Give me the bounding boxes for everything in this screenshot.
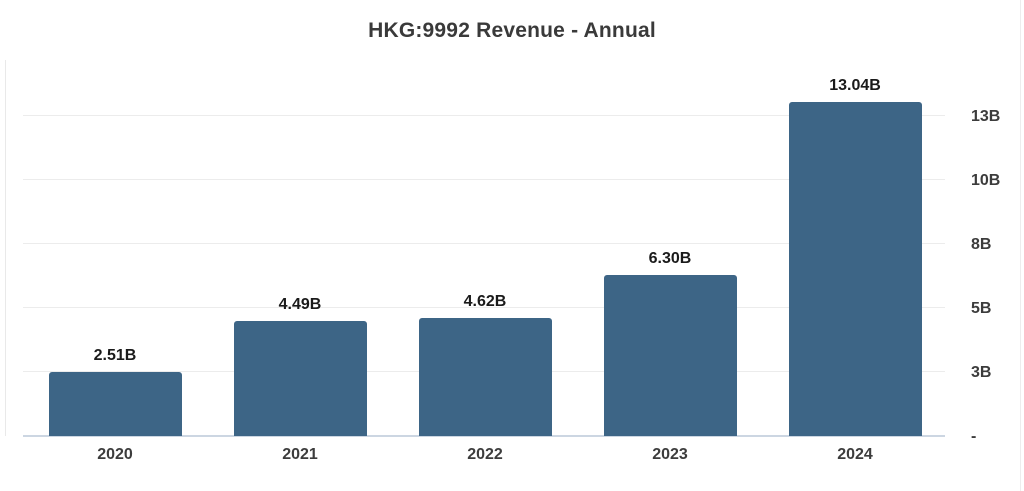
gridline: [23, 242, 945, 244]
x-axis-baseline: [23, 435, 945, 437]
x-axis-tick-label-2023: 2023: [652, 446, 688, 463]
y-axis-tick-label: -: [971, 428, 977, 445]
y-axis-line: [5, 60, 6, 436]
y-axis-tick-label: 8B: [971, 235, 992, 253]
y-axis-tick-label: 3B: [971, 363, 992, 381]
x-axis-tick-label-2020: 2020: [97, 446, 133, 463]
x-axis-tick-label-2021: 2021: [282, 446, 318, 463]
bar-value-label-2020: 2.51B: [93, 346, 137, 364]
bar-2021: [233, 321, 367, 436]
y-axis-tick-label: 10B: [971, 171, 1001, 189]
chart-title: HKG:9992 Revenue - Annual: [368, 19, 656, 42]
x-axis-tick-label-2022: 2022: [467, 446, 503, 463]
bar-value-label-2024: 13.04B: [829, 77, 881, 94]
plot-area: 2.51B 4.49B 4.62B 6.30B 13.04B: [5, 60, 945, 437]
y-axis-tick-label: 5B: [971, 299, 992, 317]
bar-2024: [788, 102, 922, 436]
y-axis-tick-label: 13B: [971, 107, 1001, 125]
gridline: [23, 306, 945, 308]
bar-2022: [418, 317, 552, 436]
bar-2020: [48, 371, 182, 436]
bar-value-label-2021: 4.49B: [278, 296, 322, 313]
gridline: [23, 114, 945, 116]
bar-value-label-2022: 4.62B: [463, 292, 507, 310]
x-axis-tick-label-2024: 2024: [837, 446, 873, 463]
bar-2023: [603, 274, 737, 436]
bar-value-label-2023: 6.30B: [648, 249, 692, 267]
gridline: [23, 178, 945, 180]
right-frame-border: [1020, 0, 1021, 491]
